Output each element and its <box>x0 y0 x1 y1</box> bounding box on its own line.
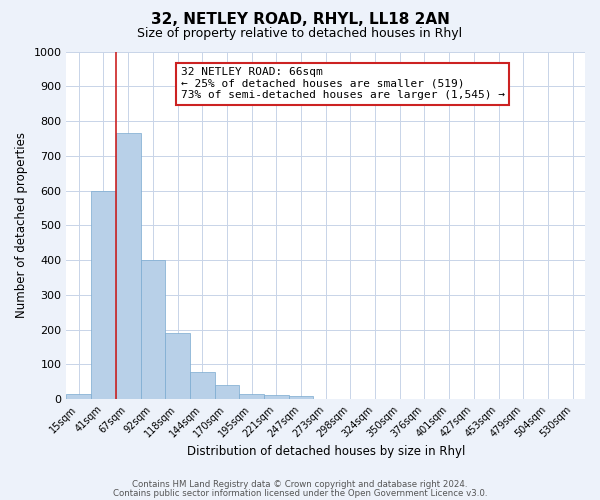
Text: Size of property relative to detached houses in Rhyl: Size of property relative to detached ho… <box>137 28 463 40</box>
Bar <box>289 396 313 399</box>
Bar <box>91 190 116 399</box>
Bar <box>264 395 289 399</box>
Bar <box>190 372 215 399</box>
Text: 32, NETLEY ROAD, RHYL, LL18 2AN: 32, NETLEY ROAD, RHYL, LL18 2AN <box>151 12 449 28</box>
Text: Contains public sector information licensed under the Open Government Licence v3: Contains public sector information licen… <box>113 488 487 498</box>
Y-axis label: Number of detached properties: Number of detached properties <box>15 132 28 318</box>
X-axis label: Distribution of detached houses by size in Rhyl: Distribution of detached houses by size … <box>187 444 465 458</box>
Bar <box>67 394 91 399</box>
Text: Contains HM Land Registry data © Crown copyright and database right 2024.: Contains HM Land Registry data © Crown c… <box>132 480 468 489</box>
Bar <box>239 394 264 399</box>
Bar <box>165 333 190 399</box>
Bar <box>215 386 239 399</box>
Bar <box>140 260 165 399</box>
Bar <box>116 133 140 399</box>
Text: 32 NETLEY ROAD: 66sqm
← 25% of detached houses are smaller (519)
73% of semi-det: 32 NETLEY ROAD: 66sqm ← 25% of detached … <box>181 67 505 100</box>
